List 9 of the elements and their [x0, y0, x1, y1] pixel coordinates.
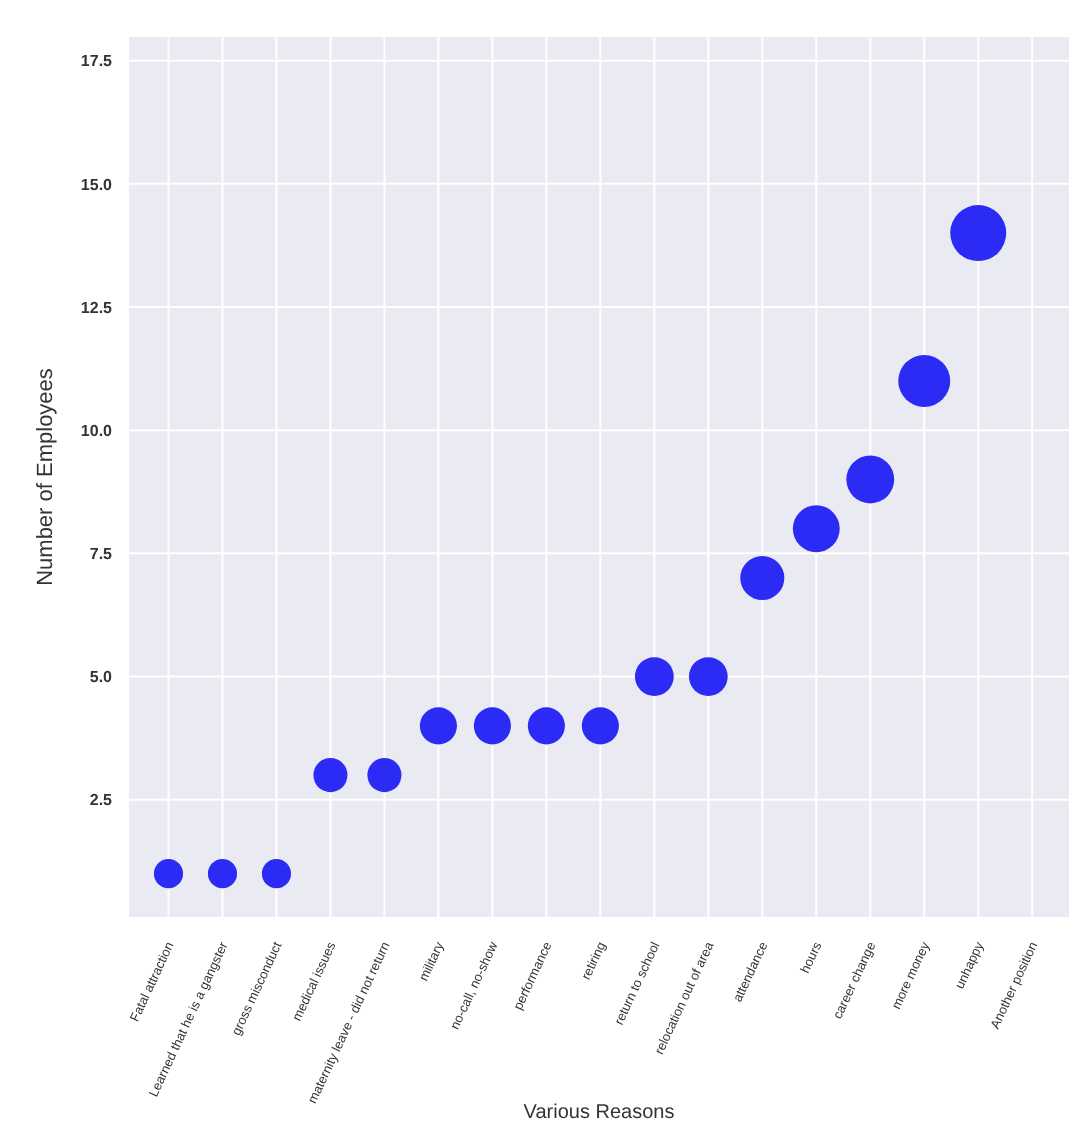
y-tick-label: 17.5 [80, 52, 114, 71]
y-tick-label: 5.0 [89, 668, 114, 687]
y-tick-label: 10.0 [80, 421, 114, 440]
x-axis-title: Various Reasons [523, 1102, 675, 1124]
y-tick-label: 2.5 [89, 791, 114, 810]
y-tick-label: 15.0 [80, 175, 114, 194]
y-tick-label: 12.5 [80, 298, 114, 317]
y-tick-label: 7.5 [89, 545, 114, 564]
y-axis-title: Number of Employees [33, 367, 58, 586]
